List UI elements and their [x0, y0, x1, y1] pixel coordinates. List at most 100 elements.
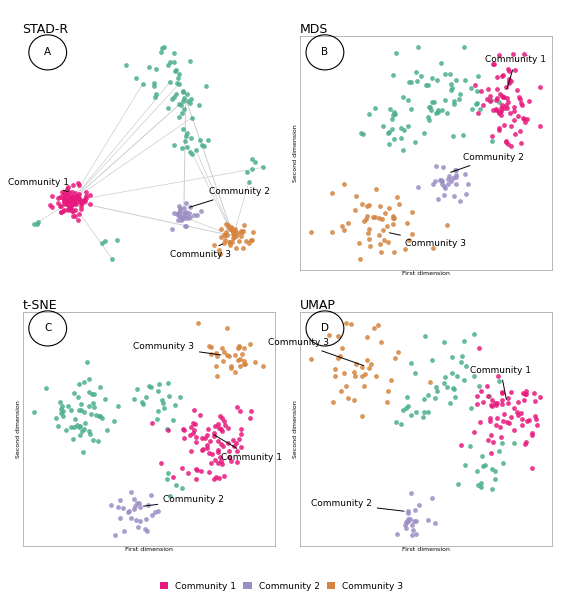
Point [64, 197, 73, 206]
Point [175, 211, 184, 220]
Point [157, 458, 166, 468]
Point [522, 437, 531, 447]
Point [163, 425, 172, 435]
Point [461, 361, 470, 370]
Point [236, 425, 245, 434]
Point [341, 318, 350, 328]
Point [220, 420, 229, 430]
Point [210, 455, 219, 465]
Point [343, 218, 352, 227]
Point [67, 191, 76, 201]
Point [494, 107, 503, 117]
Text: Community 3: Community 3 [133, 343, 221, 355]
Point [225, 240, 234, 250]
Point [177, 100, 186, 109]
Point [440, 184, 449, 193]
Point [531, 415, 540, 424]
Point [164, 61, 173, 70]
Point [409, 525, 418, 535]
Point [196, 206, 205, 216]
Point [216, 411, 225, 421]
Point [516, 126, 525, 136]
Point [431, 176, 440, 185]
Point [472, 98, 481, 108]
Point [530, 388, 539, 398]
Point [187, 113, 196, 122]
Point [487, 484, 496, 494]
Point [436, 176, 445, 185]
Point [390, 109, 399, 119]
Point [430, 393, 439, 403]
Point [230, 350, 239, 359]
Point [177, 212, 186, 222]
Point [498, 71, 507, 80]
Point [507, 121, 516, 131]
Point [494, 109, 503, 118]
Point [133, 522, 142, 532]
Point [441, 372, 450, 382]
Point [216, 452, 225, 461]
Point [147, 382, 156, 391]
Point [75, 379, 84, 389]
Point [357, 362, 366, 372]
Point [175, 211, 184, 221]
Point [504, 393, 513, 403]
Point [498, 388, 507, 397]
Point [207, 458, 216, 467]
Point [465, 441, 474, 451]
Point [497, 389, 506, 398]
Point [443, 382, 452, 392]
Point [66, 198, 75, 208]
Point [371, 103, 380, 113]
Point [123, 507, 132, 517]
Point [355, 254, 364, 264]
Point [421, 331, 430, 340]
Point [367, 359, 376, 369]
Point [518, 414, 527, 424]
Point [60, 188, 69, 197]
Point [423, 80, 432, 90]
Point [408, 520, 417, 530]
Point [362, 202, 371, 211]
Point [307, 354, 316, 364]
Point [414, 500, 423, 509]
Point [477, 482, 486, 492]
Point [60, 195, 69, 205]
Point [132, 498, 141, 508]
Point [60, 194, 69, 204]
Point [390, 107, 399, 117]
Point [336, 352, 345, 361]
Point [236, 361, 245, 371]
Point [223, 323, 232, 332]
Point [178, 96, 187, 106]
Point [458, 351, 467, 361]
Point [236, 442, 245, 451]
Point [190, 425, 199, 435]
Point [401, 520, 410, 530]
Point [185, 212, 194, 222]
Point [467, 403, 476, 413]
Point [502, 100, 511, 110]
Point [62, 199, 72, 209]
Point [482, 94, 491, 104]
Point [226, 223, 235, 233]
Point [168, 473, 177, 482]
Point [103, 425, 112, 434]
Point [240, 359, 249, 369]
Point [433, 75, 442, 85]
Point [443, 220, 452, 229]
Point [475, 343, 484, 353]
Point [408, 207, 417, 217]
Point [493, 85, 502, 94]
Point [220, 230, 229, 239]
Point [29, 220, 38, 229]
Point [217, 233, 226, 242]
Point [116, 495, 125, 505]
Point [164, 378, 173, 388]
Point [185, 56, 194, 66]
Point [65, 201, 74, 211]
Point [443, 109, 452, 118]
Point [408, 229, 417, 239]
Point [412, 517, 421, 526]
Point [468, 104, 477, 113]
